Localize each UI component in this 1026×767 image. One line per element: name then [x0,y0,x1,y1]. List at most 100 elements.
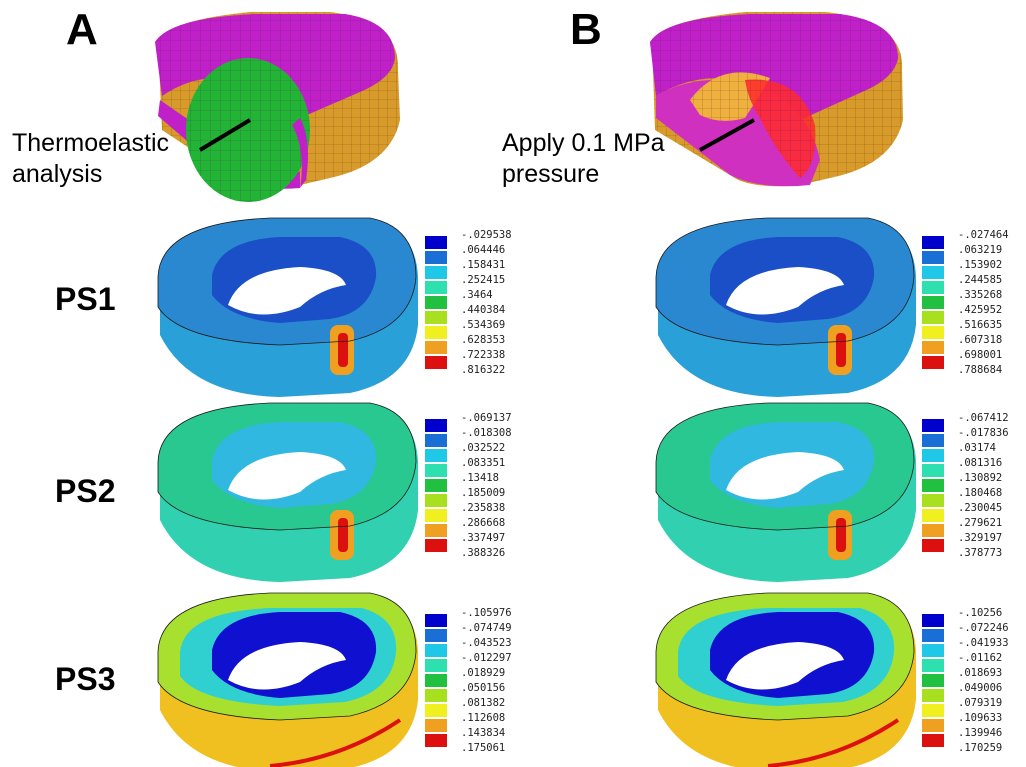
legend-swatch [922,509,944,522]
legend-swatch [922,539,944,552]
model-outline [655,217,915,346]
legend-value: .534369 [461,319,506,331]
legend-value: -.069137 [461,412,512,424]
legend-swatch [425,644,447,657]
model-hole [726,452,844,500]
legend-value: -.105976 [461,607,512,619]
legend-swatch [922,266,944,279]
legend-swatch [425,464,447,477]
model-hole [228,642,346,690]
legend-swatch [922,356,944,369]
legend-value: .143834 [461,727,506,739]
row-label-ps2: PS2 [55,473,116,509]
legend-value: .185009 [461,487,506,499]
legend-value: .109633 [958,712,1003,724]
panel-letter-a: A [66,5,98,54]
legend-value: .064446 [461,244,506,256]
legend-swatch [425,449,447,462]
model-hole [228,452,346,500]
legend-value: -.027464 [958,229,1009,241]
legend-swatch [922,326,944,339]
hot-band [767,718,900,767]
legend-swatch [922,629,944,642]
legend-value: .112608 [461,712,506,724]
legend-swatch [425,509,447,522]
legend-swatch [922,419,944,432]
model-outline [157,402,417,531]
legend-value: .13418 [461,472,499,484]
model-hole [228,267,346,315]
legend-value: .425952 [958,304,1003,316]
row-label-ps1: PS1 [55,281,116,317]
legend-swatch [425,539,447,552]
legend-swatch [922,704,944,717]
legend-value: -.072246 [958,622,1009,634]
model-outline [655,402,915,531]
legend-swatch [922,674,944,687]
legend-swatch [425,356,447,369]
legend-value: -.017836 [958,427,1009,439]
legend-value: .180468 [958,487,1003,499]
model-outline [655,592,915,721]
legend-value: .628353 [461,334,506,346]
legend-value: .378773 [958,547,1003,559]
legend-swatch [425,251,447,264]
model-hole [726,642,844,690]
legend-swatch [425,281,447,294]
legend-value: .230045 [958,502,1003,514]
legend-swatch [922,236,944,249]
legend-value: .329197 [958,532,1003,544]
legend-swatch [425,236,447,249]
legend-value: .139946 [958,727,1003,739]
legend-value: .083351 [461,457,506,469]
legend-value: .440384 [461,304,506,316]
callout-thermoelastic: Thermoelastic analysis [12,129,169,189]
hot-band [269,718,402,767]
legend-swatch [922,464,944,477]
legend-value: .337497 [461,532,506,544]
legend-swatch [425,434,447,447]
row-label-ps3: PS3 [55,661,116,697]
legend-value: .235838 [461,502,506,514]
legend-swatch [922,614,944,627]
legend-swatch [425,479,447,492]
legend-value: .244585 [958,274,1003,286]
legend-swatch [922,296,944,309]
legend-swatch [922,449,944,462]
legend-swatch [425,614,447,627]
legend-swatch [425,719,447,732]
legend-value: -.10256 [958,607,1003,619]
legend-swatch [425,629,447,642]
model-outline [157,217,417,346]
panel-letter-b: B [570,5,602,54]
legend-value: .050156 [461,682,506,694]
hot-core [338,333,348,367]
legend-value: -.01162 [958,652,1003,664]
legend-swatch [425,689,447,702]
legend-value: .816322 [461,364,506,376]
legend-value: .607318 [958,334,1003,346]
legend-value: .018693 [958,667,1003,679]
legend-swatch [425,326,447,339]
legend-swatch [922,251,944,264]
legend-swatch [922,719,944,732]
legend-value: .335268 [958,289,1003,301]
legend-value: .049006 [958,682,1003,694]
legend-swatch [922,734,944,747]
legend-swatch [425,419,447,432]
legend-value: .03174 [958,442,996,454]
legend-value: .081382 [461,697,506,709]
legend-swatch [425,734,447,747]
legend-value: .130892 [958,472,1003,484]
legend-swatch [425,296,447,309]
legend-swatch [425,674,447,687]
legend-swatch [922,311,944,324]
legend-swatch [425,524,447,537]
legend-value: .063219 [958,244,1003,256]
hot-core [836,333,846,367]
legend-swatch [922,434,944,447]
legend-value: -.067412 [958,412,1009,424]
legend-swatch [922,281,944,294]
callout-pressure: Apply 0.1 MPa pressure [502,129,665,189]
